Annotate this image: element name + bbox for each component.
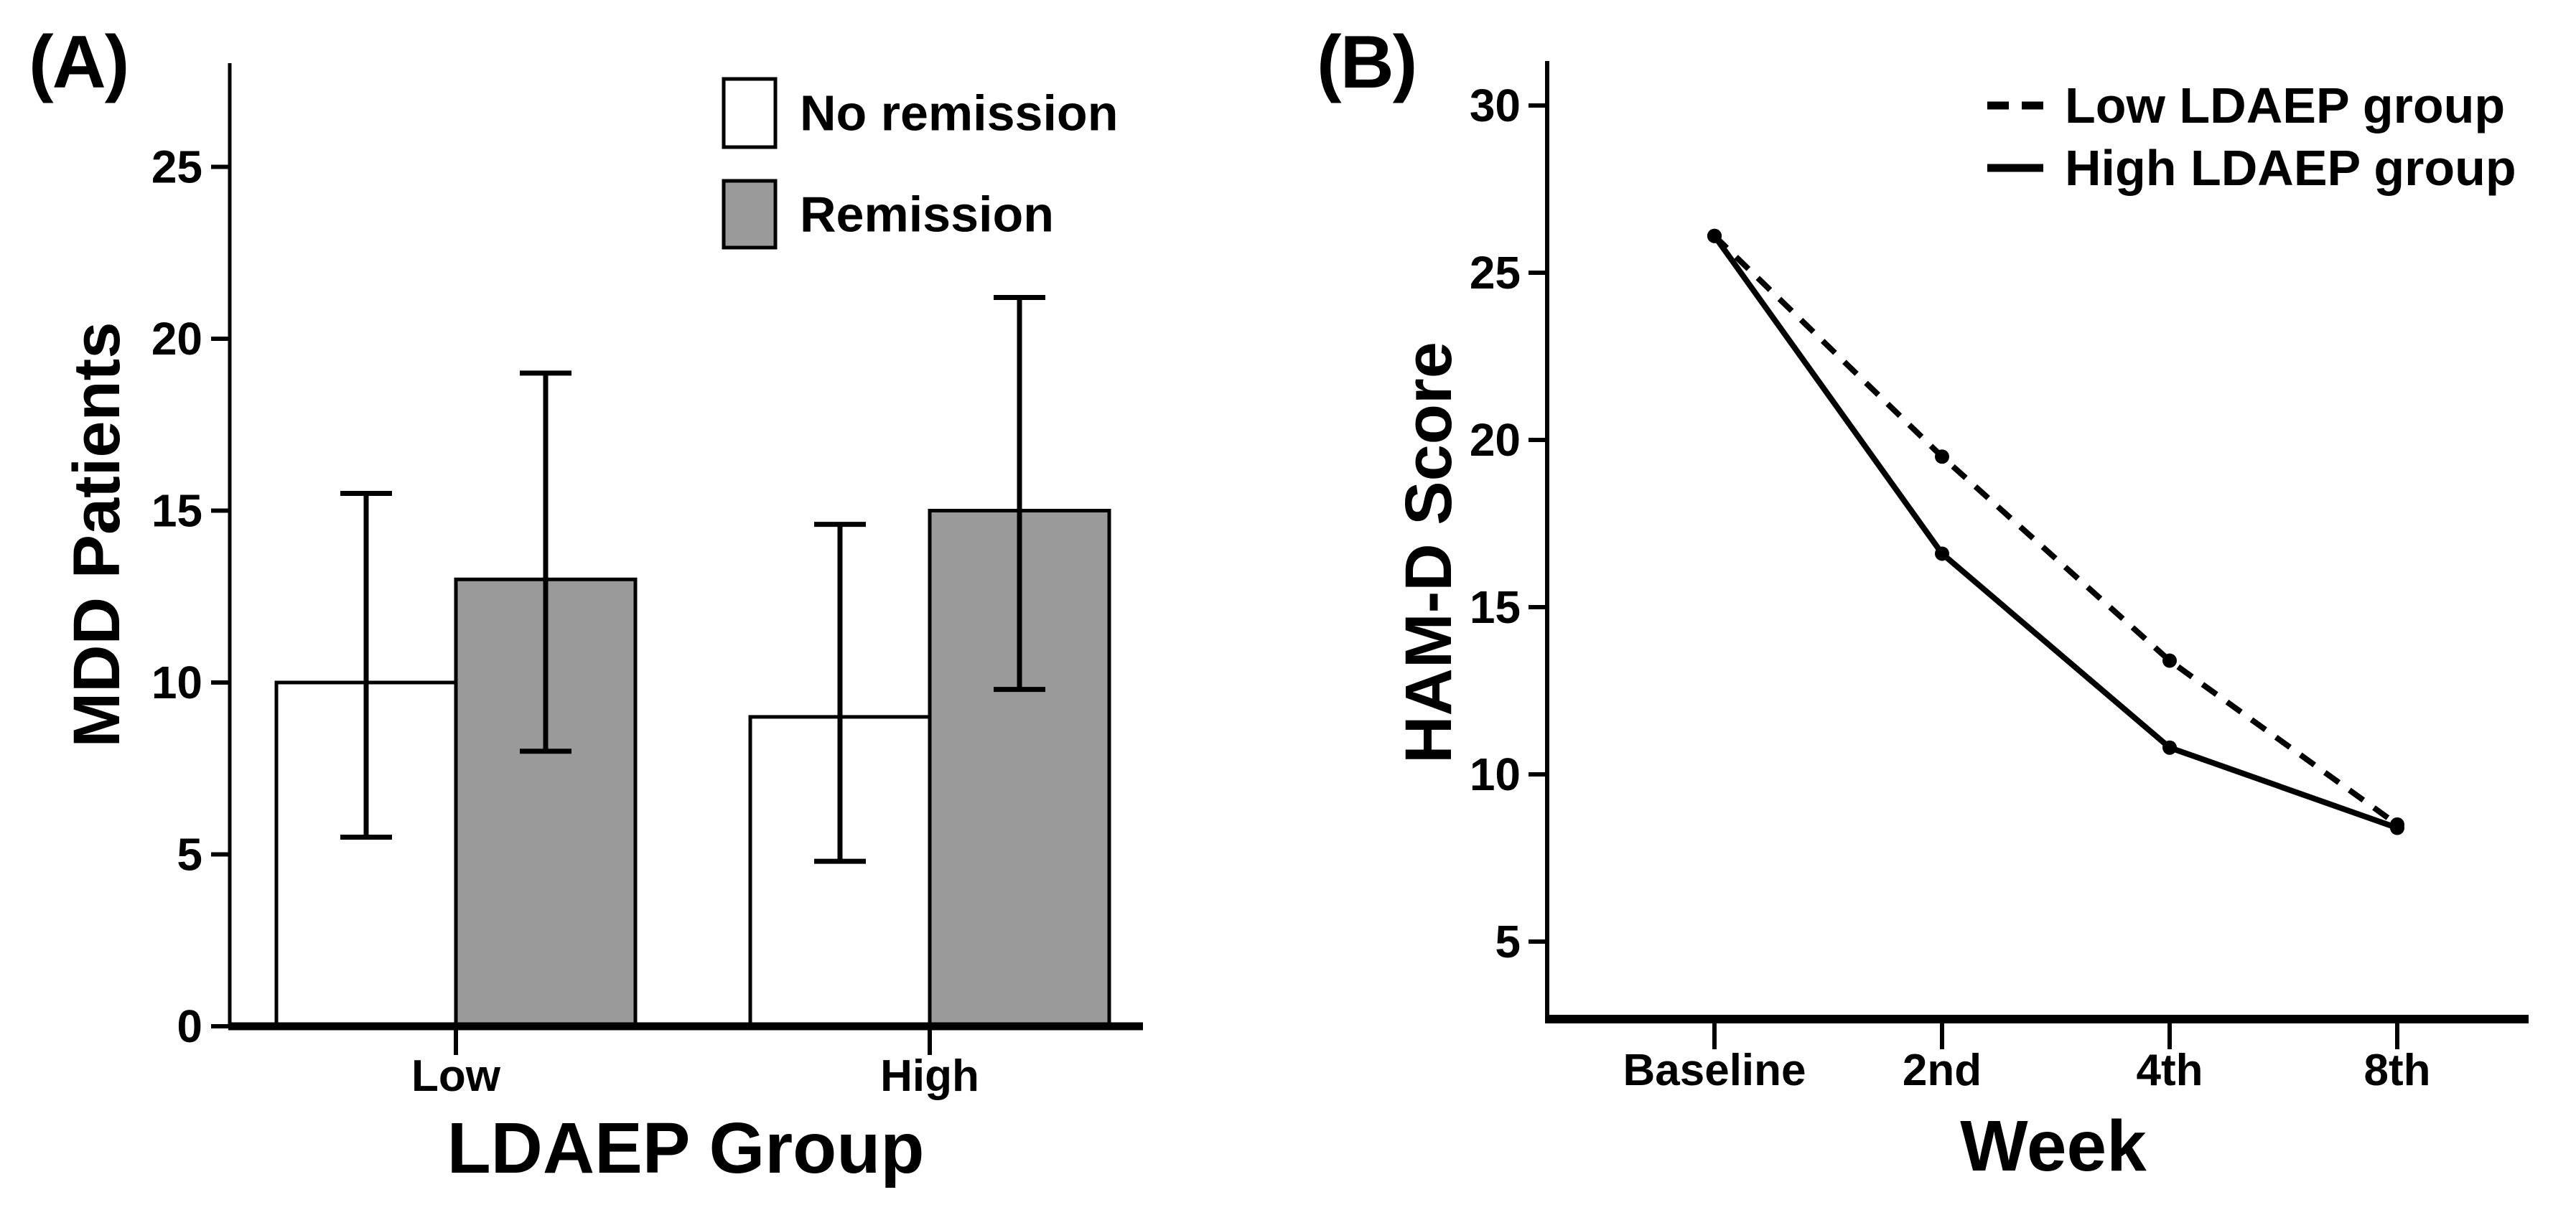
point-high-ldaep-group-2nd: [1935, 546, 1949, 561]
y-tick-label-30: 30: [1470, 80, 1521, 131]
point-low-ldaep-group-4th: [2162, 653, 2177, 668]
y-tick-label-10: 10: [151, 657, 202, 708]
legend-label-low-ldaep-group: Low LDAEP group: [2065, 78, 2505, 133]
y-tick-label-5: 5: [1495, 916, 1521, 967]
x-axis-title: Week: [1960, 1106, 2147, 1186]
y-tick-label-5: 5: [177, 829, 202, 881]
point-high-ldaep-group-8th: [2390, 820, 2404, 835]
y-axis-title: HAM-D Score: [1392, 342, 1465, 764]
y-tick-label-10: 10: [1470, 749, 1521, 800]
y-axis-title: MDD Patients: [60, 322, 134, 748]
y-tick-label-25: 25: [1470, 247, 1521, 299]
point-high-ldaep-group-baseline: [1707, 228, 1722, 243]
line-chart-panel: 5 10 15 20 25 30 Baseline 2nd 4th 8th Week HAM-D Sc…: [1256, 0, 2576, 1210]
legend-label-remission: Remission: [800, 187, 1054, 243]
legend-label-high-ldaep-group: High LDAEP group: [2065, 140, 2516, 196]
x-tick-label-2nd: 2nd: [1903, 1046, 1982, 1095]
x-tick-label-low: Low: [411, 1051, 501, 1101]
legend-swatch-remission: [722, 179, 778, 250]
y-tick-label-0: 0: [177, 1000, 202, 1052]
legend-label-no-remission: No remission: [800, 85, 1118, 141]
x-tick-label-baseline: Baseline: [1623, 1046, 1806, 1095]
bar-chart-canvas: 0 5 10 15 20 25 Low High LDAEP Group MDD Patients…: [60, 63, 1143, 1188]
bar-chart-panel: 0 5 10 15 20 25 Low High LDAEP Group MDD Patients…: [0, 0, 1256, 1210]
y-tick-label-20: 20: [151, 313, 202, 365]
legend-swatch-no-remission: [722, 77, 778, 149]
panel-a-label: (A): [29, 21, 129, 104]
x-axis-title: LDAEP Group: [447, 1108, 925, 1188]
y-tick-label-25: 25: [151, 141, 202, 193]
y-tick-label-20: 20: [1470, 414, 1521, 466]
x-tick-label-4th: 4th: [2137, 1046, 2203, 1095]
point-low-ldaep-group-2nd: [1935, 449, 1949, 464]
y-tick-label-15: 15: [151, 485, 202, 537]
y-tick-label-15: 15: [1470, 581, 1521, 633]
x-tick-label-high: High: [880, 1051, 979, 1101]
line-high-ldaep-group: [1712, 234, 2399, 831]
point-high-ldaep-group-4th: [2162, 740, 2177, 755]
line-chart-canvas: 5 10 15 20 25 30 Baseline 2nd 4th 8th Week HAM-D Sc…: [1392, 61, 2529, 1186]
line-low-ldaep-group: [1712, 233, 2399, 827]
x-tick-label-8th: 8th: [2364, 1046, 2431, 1095]
panel-b-label: (B): [1317, 21, 1417, 104]
